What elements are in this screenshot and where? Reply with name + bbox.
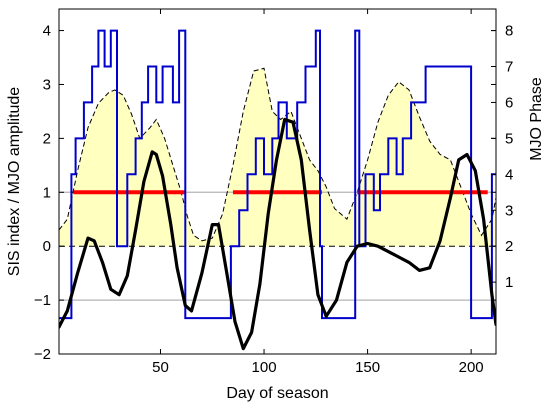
x-axis: 50 100 150 200 bbox=[152, 359, 484, 376]
sis-index-line bbox=[59, 117, 496, 351]
y2-tick-label: 7 bbox=[505, 59, 513, 76]
y2-tick-label: 4 bbox=[505, 166, 513, 183]
y-axis-label: SIS index / MJO amplitude bbox=[6, 87, 23, 277]
plot-area bbox=[59, 29, 496, 351]
y2-tick-label: 2 bbox=[505, 238, 513, 255]
plot-frame bbox=[58, 8, 497, 355]
mjo-phase-line bbox=[59, 29, 496, 320]
mjo-amplitude-line bbox=[59, 67, 496, 242]
y-tick-label: 0 bbox=[43, 238, 51, 255]
y-tick-label: 1 bbox=[43, 184, 51, 201]
y-axis-left: −2 −1 0 1 2 3 4 bbox=[34, 23, 51, 363]
x-axis-label: Day of season bbox=[226, 385, 328, 402]
y2-tick-label: 5 bbox=[505, 130, 513, 147]
y-tick-label: 4 bbox=[43, 23, 51, 40]
y2-tick-label: 8 bbox=[505, 23, 513, 40]
y2-tick-label: 6 bbox=[505, 94, 513, 111]
y-axis-right: 1 2 3 4 5 6 7 8 bbox=[505, 23, 513, 292]
y2-axis-label: MJO Phase bbox=[528, 77, 545, 161]
y-tick-label: −1 bbox=[34, 292, 51, 309]
x-tick-label: 50 bbox=[152, 359, 169, 376]
y-tick-label: 3 bbox=[43, 76, 51, 93]
x-tick-label: 150 bbox=[355, 359, 380, 376]
y2-tick-label: 1 bbox=[505, 274, 513, 291]
y2-tick-label: 3 bbox=[505, 202, 513, 219]
y-tick-label: −2 bbox=[34, 346, 51, 363]
y-tick-label: 2 bbox=[43, 130, 51, 147]
x-tick-label: 100 bbox=[252, 359, 277, 376]
x-tick-label: 200 bbox=[459, 359, 484, 376]
